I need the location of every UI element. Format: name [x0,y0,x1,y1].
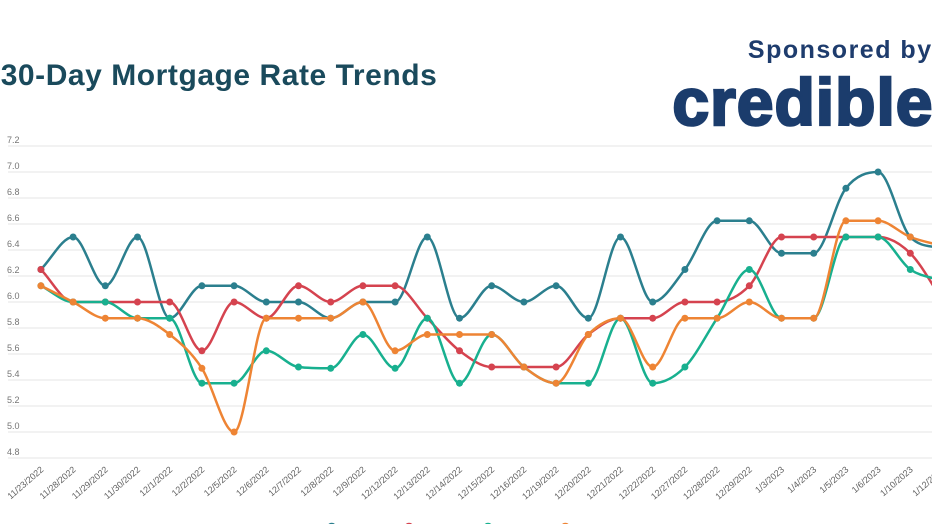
svg-text:12/5/2022: 12/5/2022 [202,464,239,498]
svg-text:5.6: 5.6 [7,343,20,353]
svg-text:12/1/2022: 12/1/2022 [138,464,175,498]
svg-text:5.2: 5.2 [7,395,20,405]
svg-text:5.0: 5.0 [7,421,20,431]
svg-text:12/8/2022: 12/8/2022 [299,464,336,498]
svg-text:12/2/2022: 12/2/2022 [170,464,207,498]
svg-text:7.0: 7.0 [7,161,20,171]
svg-text:1/5/2023: 1/5/2023 [818,464,851,495]
svg-text:7.2: 7.2 [7,135,20,145]
svg-text:6.0: 6.0 [7,291,20,301]
svg-text:12/6/2022: 12/6/2022 [234,464,271,498]
svg-text:6.6: 6.6 [7,213,20,223]
svg-text:5.8: 5.8 [7,317,20,327]
svg-text:4.8: 4.8 [7,447,20,457]
svg-text:1/10/2023: 1/10/2023 [878,464,915,498]
svg-text:5.4: 5.4 [7,369,20,379]
svg-text:1/12/2023: 1/12/2023 [910,464,932,498]
svg-text:12/7/2022: 12/7/2022 [266,464,303,498]
svg-text:6.4: 6.4 [7,239,20,249]
svg-text:6.2: 6.2 [7,265,20,275]
svg-text:1/3/2023: 1/3/2023 [753,464,786,495]
svg-text:1/4/2023: 1/4/2023 [785,464,818,495]
svg-text:6.8: 6.8 [7,187,20,197]
